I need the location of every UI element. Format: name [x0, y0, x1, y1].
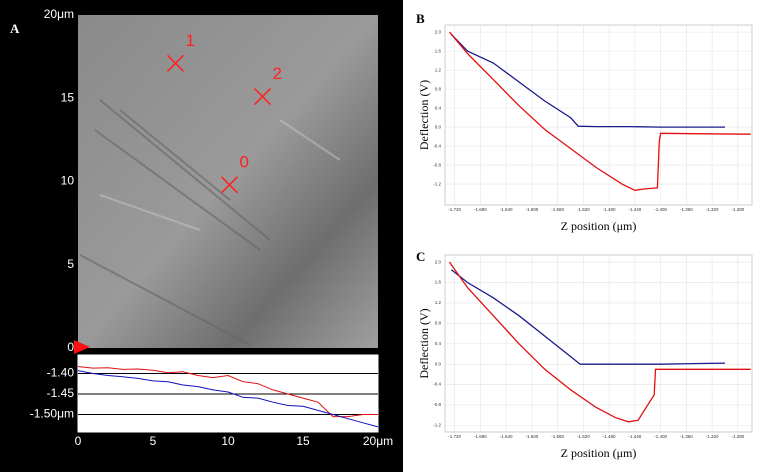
series-line: [77, 370, 379, 428]
marker-label: 1: [186, 31, 195, 50]
panel-label: C: [416, 249, 425, 264]
y-axis-label: Deflection (V): [417, 308, 431, 378]
image-streaks: [79, 99, 271, 346]
y-tick-label: 0: [67, 340, 74, 354]
series-line: [448, 261, 751, 423]
x-tick-label: 0: [75, 434, 82, 448]
image-highlights: [99, 119, 341, 231]
x-tick-label: -1.400: [654, 207, 667, 212]
y-tick-label: 0.8: [435, 86, 442, 91]
y-tick-label: 0.0: [435, 124, 442, 129]
y-tick-label: -1.40: [47, 366, 75, 380]
x-tick-label: -1.680: [474, 207, 487, 212]
y-tick-label: 2.0: [435, 29, 442, 34]
x-tick-label: -1.680: [474, 434, 487, 439]
x-tick-label: -1.440: [628, 434, 641, 439]
y-tick-label: -0.4: [433, 382, 441, 387]
x-tick-label: -1.720: [448, 207, 461, 212]
marker: [166, 54, 185, 72]
y-tick-label: 1.2: [435, 300, 442, 305]
x-tick-label: -1.600: [526, 207, 539, 212]
series-line: [450, 34, 725, 128]
x-tick-label: -1.520: [577, 207, 590, 212]
y-tick-label: -0.8: [433, 162, 441, 167]
x-tick-label: -1.600: [526, 434, 539, 439]
afm-image: [78, 15, 378, 348]
marker: [253, 88, 272, 106]
x-tick-label: -1.720: [448, 434, 461, 439]
x-tick-label: -1.400: [654, 434, 667, 439]
x-axis-label: Z position (μm): [561, 446, 637, 460]
x-tick-label: -1.360: [680, 207, 693, 212]
series-line: [450, 269, 726, 365]
x-tick-label: 20μm: [363, 434, 393, 448]
x-tick-label: -1.280: [731, 207, 744, 212]
plot-area: [77, 354, 379, 433]
y-tick-label: 0.4: [435, 341, 442, 346]
y-tick-label: -1.50μm: [30, 407, 74, 421]
x-tick-label: -1.280: [731, 434, 744, 439]
series-line: [449, 31, 751, 191]
x-tick-label: 5: [150, 434, 157, 448]
marker: [220, 176, 239, 194]
y-tick-label: 2.0: [435, 259, 442, 264]
marker-label: 0: [240, 152, 249, 171]
y-tick-label: 15: [61, 90, 75, 104]
x-tick-label: -1.560: [551, 434, 564, 439]
x-tick-label: -1.560: [551, 207, 564, 212]
y-tick-label: 20μm: [44, 7, 74, 21]
y-tick-label: 5: [67, 257, 74, 271]
y-tick-label: 0.0: [435, 361, 442, 366]
y-axis-label: Deflection (V): [417, 80, 431, 150]
x-tick-label: -1.320: [706, 434, 719, 439]
profile-marker: [74, 340, 90, 354]
x-tick-label: -1.360: [680, 434, 693, 439]
y-tick-label: 0.8: [435, 321, 442, 326]
x-tick-label: -1.640: [500, 434, 513, 439]
y-tick-label: -0.4: [433, 143, 441, 148]
x-tick-label: -1.480: [603, 207, 616, 212]
x-tick-label: 15: [296, 434, 310, 448]
y-tick-label: 10: [61, 174, 75, 188]
x-tick-label: -1.320: [706, 207, 719, 212]
x-tick-label: -1.480: [603, 434, 616, 439]
marker-label: 2: [273, 64, 282, 83]
y-tick-label: -1.2: [433, 423, 441, 428]
x-axis-label: Z position (μm): [561, 219, 637, 233]
x-tick-label: -1.440: [628, 207, 641, 212]
y-tick-label: -0.8: [433, 402, 441, 407]
y-tick-label: 1.2: [435, 67, 442, 72]
x-tick-label: -1.640: [500, 207, 513, 212]
y-tick-label: -1.2: [433, 181, 441, 186]
plot-area: [444, 24, 753, 206]
x-tick-label: 10: [221, 434, 235, 448]
y-tick-label: 1.6: [435, 280, 442, 285]
y-tick-label: -1.45: [47, 386, 75, 400]
series-line: [77, 366, 378, 418]
y-tick-label: 1.6: [435, 48, 442, 53]
x-tick-label: -1.520: [577, 434, 590, 439]
y-tick-label: 0.4: [435, 105, 442, 110]
panel-label: A: [10, 21, 20, 36]
panel-label: B: [416, 11, 425, 26]
